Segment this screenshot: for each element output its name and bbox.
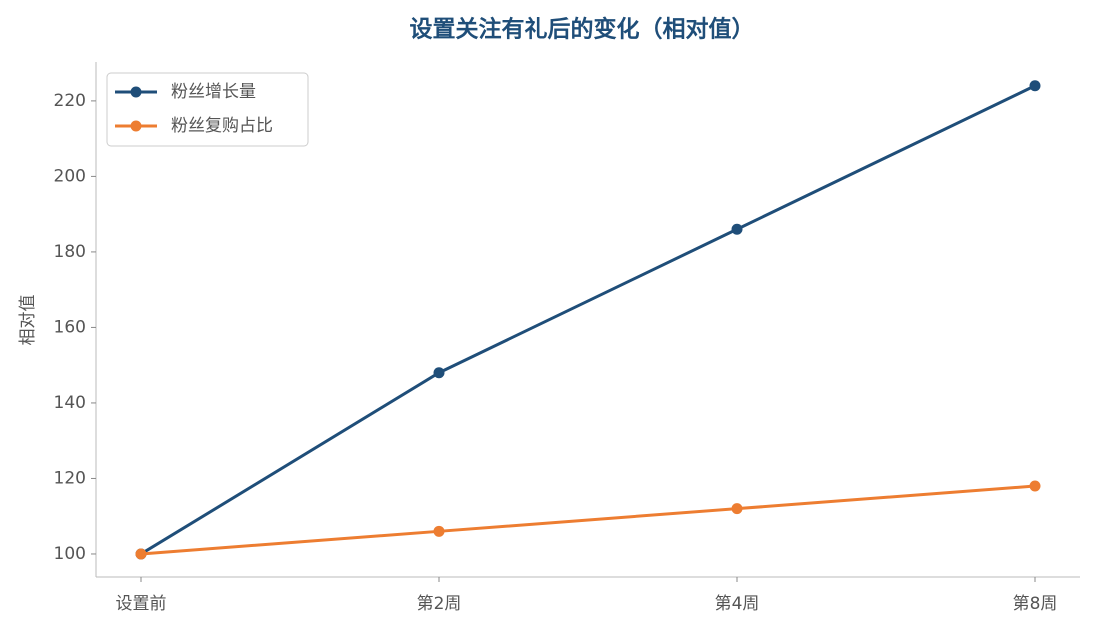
point [433,367,445,379]
point [1029,480,1041,492]
point [433,525,445,537]
y-tick-label: 200 [54,166,86,186]
y-axis-label: 相对值 [18,295,38,346]
point [731,503,743,515]
legend-label: 粉丝增长量 [171,82,256,102]
line [140,84,1036,556]
point [731,223,743,235]
legend-box [106,72,309,147]
x-tick-label: 设置前 [115,594,166,614]
legend-label: 粉丝复购占比 [171,116,273,136]
x-tick-label: 第4周 [715,594,760,614]
point [135,548,147,560]
line [140,484,1036,556]
x-tick-label: 第2周 [417,594,462,614]
y-tick-label: 160 [54,317,86,337]
x-tick-label: 第8周 [1013,594,1058,614]
y-tick-label: 180 [54,242,86,262]
y-tick-label: 100 [54,544,86,564]
legend-marker [130,120,142,132]
point [1029,80,1041,92]
chart-title: 设置关注有礼后的变化（相对值） [410,16,755,43]
y-tick-label: 220 [54,91,86,111]
y-tick-label: 120 [54,468,86,488]
legend-marker [130,86,142,98]
y-tick-label: 140 [54,393,86,413]
